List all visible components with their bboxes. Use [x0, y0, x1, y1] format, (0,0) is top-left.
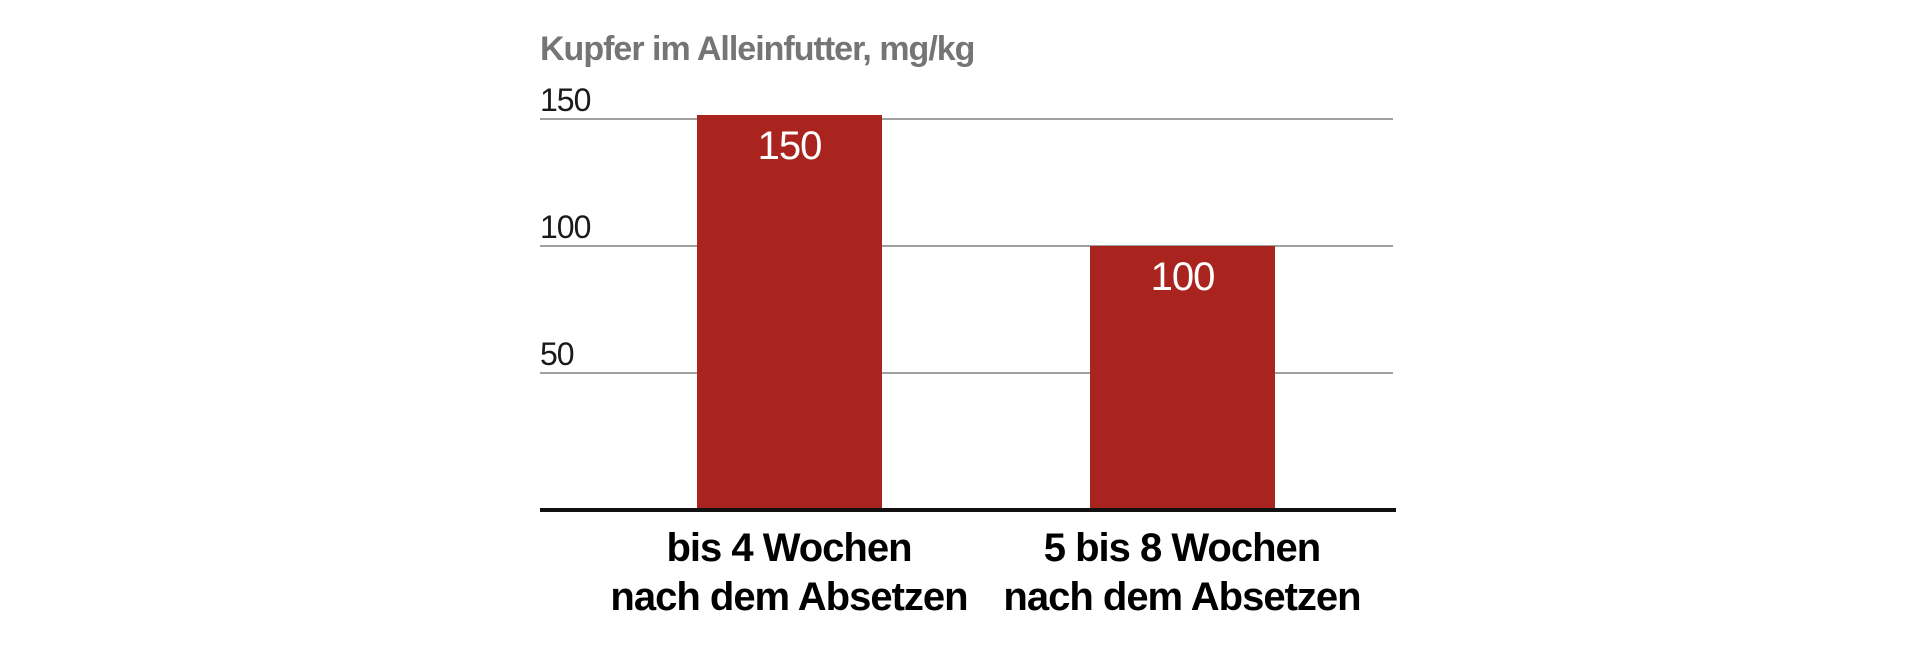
y-tick-label-50: 50 — [540, 336, 575, 372]
bar-value-label-1: 100 — [1150, 255, 1216, 299]
chart-title: Kupfer im Alleinfutter, mg/kg — [540, 30, 975, 68]
y-tick-label-100: 100 — [540, 209, 591, 245]
x-axis-line — [540, 508, 1396, 512]
gridline-100 — [540, 245, 1393, 247]
gridline-50 — [540, 372, 1393, 374]
x-axis-category-label-1: 5 bis 8 Wochen nach dem Absetzen — [1003, 526, 1361, 619]
bar-0: 150 — [697, 115, 882, 508]
bar-1: 100 — [1090, 246, 1275, 508]
gridline-150 — [540, 118, 1393, 120]
y-tick-label-150: 150 — [540, 82, 591, 118]
bar-value-label-0: 150 — [757, 124, 823, 168]
x-axis-category-label-0: bis 4 Wochen nach dem Absetzen — [610, 526, 968, 619]
